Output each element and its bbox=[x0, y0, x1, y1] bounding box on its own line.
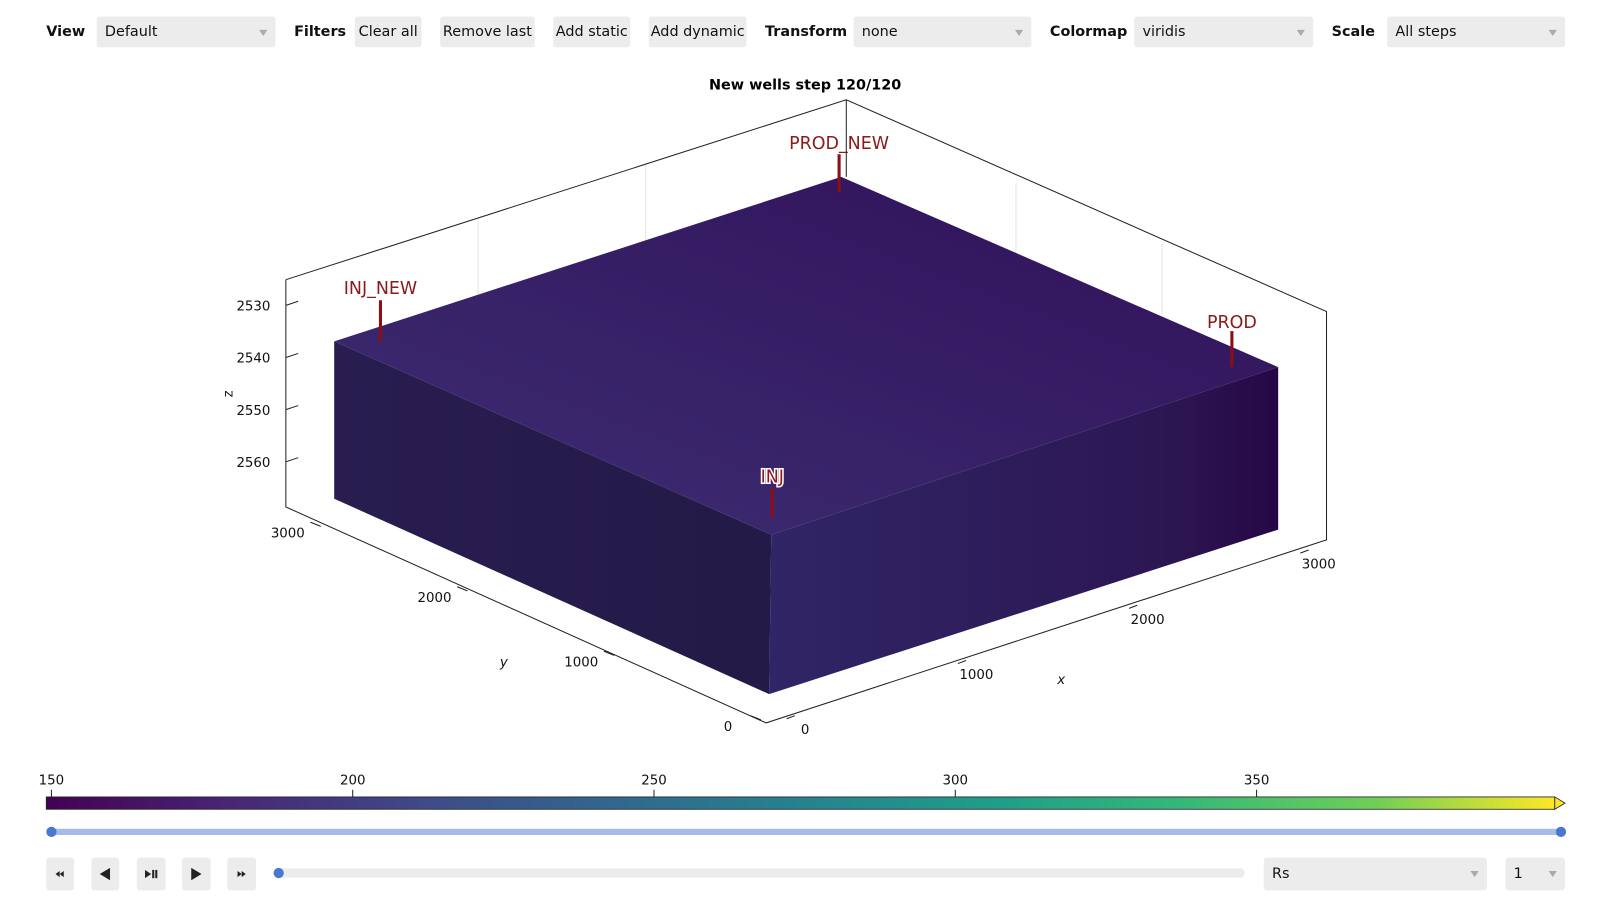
range-slider-handle[interactable] bbox=[1555, 826, 1567, 838]
scale-dropdown[interactable]: All steps bbox=[1387, 16, 1566, 48]
colorbar-tick-label: 350 bbox=[1244, 774, 1270, 789]
colormap-label: Colormap bbox=[1049, 23, 1128, 41]
x-axis-label: x bbox=[1056, 673, 1066, 688]
x-tick-label: 0 bbox=[801, 723, 809, 738]
well-lines bbox=[378, 154, 1234, 518]
box-side-face bbox=[769, 367, 1279, 695]
y-tick bbox=[310, 521, 321, 527]
x-tick bbox=[957, 659, 967, 665]
x-tick-label: 3000 bbox=[1302, 558, 1336, 573]
y-tick-label: 3000 bbox=[271, 527, 305, 542]
z-axis-label: z bbox=[221, 390, 236, 397]
scale-label: Scale bbox=[1331, 23, 1375, 41]
well-label: PROD_NEW bbox=[789, 134, 889, 154]
colorbar-tick-label: 150 bbox=[39, 774, 65, 789]
x-tick-label: 2000 bbox=[1131, 613, 1165, 628]
colorbar-extend bbox=[1554, 796, 1566, 810]
x-tick bbox=[1300, 549, 1309, 554]
plot-title: New wells step 120/120 bbox=[709, 77, 901, 93]
transform-label: Transform bbox=[765, 23, 848, 41]
z-tick bbox=[285, 352, 299, 359]
z-tick bbox=[285, 405, 299, 411]
x-tick bbox=[1128, 604, 1138, 609]
add-static-button[interactable]: Add static bbox=[553, 16, 631, 48]
well-label: PROD bbox=[1207, 313, 1257, 333]
z-tick bbox=[285, 300, 299, 306]
y-tick-label: 2000 bbox=[418, 591, 452, 606]
x-tick-label: 1000 bbox=[959, 668, 993, 683]
range-slider-handle[interactable] bbox=[46, 826, 57, 838]
back-grid bbox=[477, 164, 1163, 330]
colorbar-tick-label: 250 bbox=[641, 774, 667, 789]
colorbar bbox=[45, 796, 1556, 810]
filters-label: Filters bbox=[294, 23, 347, 41]
z-tick-label: 2530 bbox=[236, 300, 270, 315]
step-dropdown[interactable]: 1 bbox=[1505, 857, 1566, 891]
z-tick bbox=[285, 457, 299, 463]
y-tick-label: 0 bbox=[724, 720, 732, 735]
well-label: INJ_NEW bbox=[344, 279, 417, 299]
remove-last-button[interactable]: Remove last bbox=[440, 16, 535, 48]
colorbar-tick-label: 200 bbox=[340, 774, 366, 789]
clear-all-button[interactable]: Clear all bbox=[354, 16, 422, 48]
variable-dropdown[interactable]: Rs bbox=[1263, 857, 1487, 891]
box-top-face bbox=[334, 176, 1279, 535]
y-tick-label: 1000 bbox=[564, 656, 598, 671]
step-slider-handle[interactable] bbox=[273, 867, 284, 879]
z-tick-label: 2540 bbox=[236, 352, 270, 367]
add-dynamic-button[interactable]: Add dynamic bbox=[648, 16, 747, 48]
y-tick bbox=[456, 586, 468, 592]
x-tick bbox=[786, 715, 796, 720]
view-label: View bbox=[46, 23, 86, 41]
z-tick-label: 2560 bbox=[236, 456, 270, 471]
y-axis-label: y bbox=[499, 655, 509, 670]
colorbar-tick-label: 300 bbox=[943, 774, 969, 789]
colormap-dropdown[interactable]: viridis bbox=[1134, 16, 1314, 48]
playback-controls bbox=[46, 857, 1245, 891]
transform-dropdown[interactable]: none bbox=[853, 16, 1032, 48]
y-tick bbox=[603, 650, 615, 656]
well-label: INJ bbox=[761, 467, 784, 487]
view-dropdown[interactable]: Default bbox=[96, 16, 276, 48]
y-tick bbox=[750, 715, 762, 721]
box-front-face bbox=[334, 341, 772, 695]
z-tick-label: 2550 bbox=[236, 404, 270, 419]
